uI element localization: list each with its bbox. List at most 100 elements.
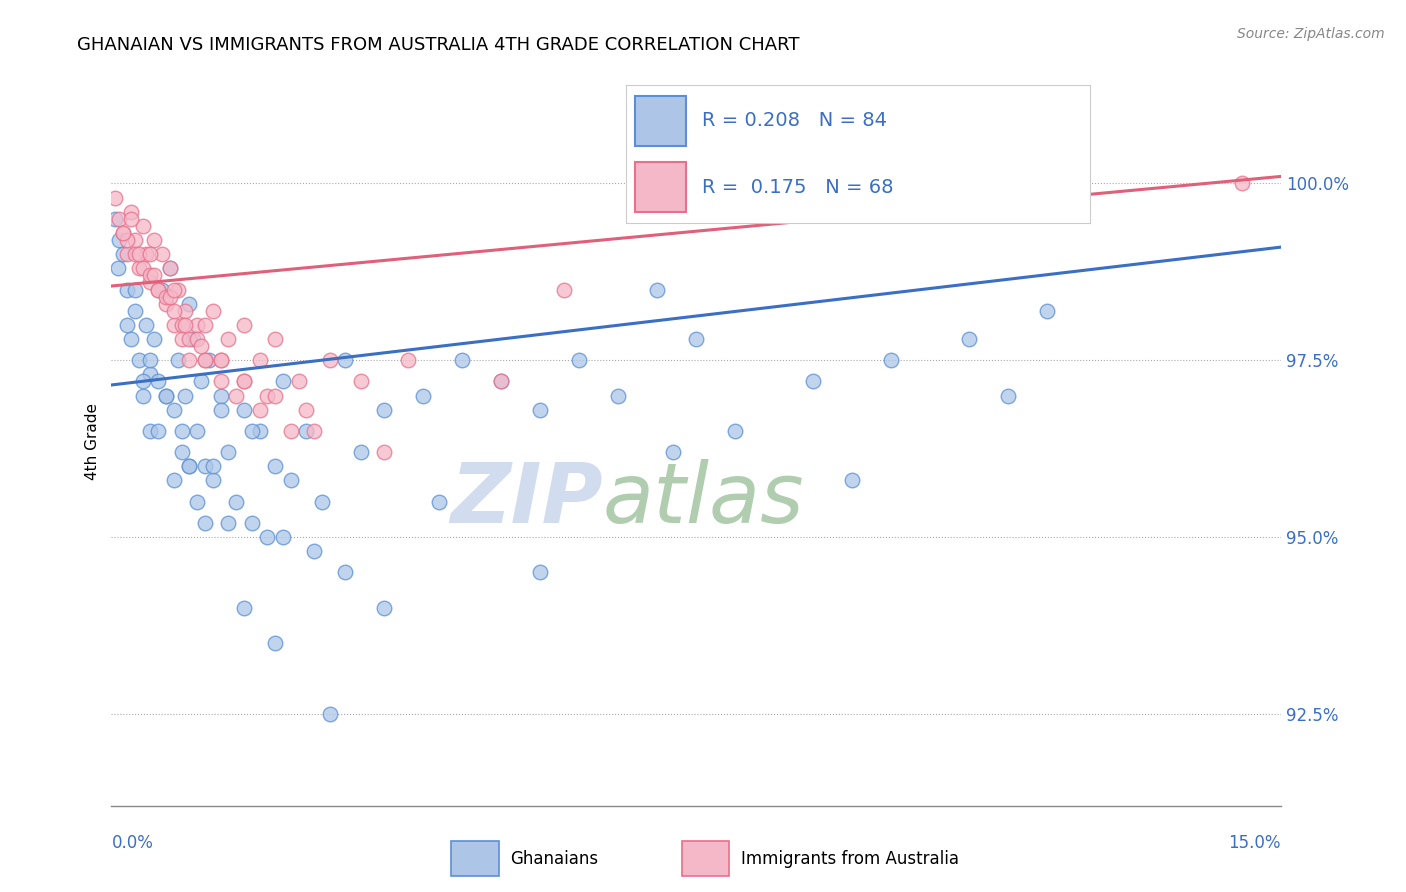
Point (170, 318, 193, 332)
Point (148, 375, 170, 389)
Text: R = 0.208   N = 84: R = 0.208 N = 84 (702, 112, 887, 130)
FancyBboxPatch shape (636, 95, 686, 145)
Point (233, 402, 256, 417)
Point (108, 233, 131, 247)
Point (155, 388, 177, 402)
Point (186, 494, 208, 508)
Point (880, 353, 903, 368)
Point (412, 388, 434, 402)
Point (271, 375, 294, 389)
Point (396, 353, 419, 368)
Point (249, 424, 271, 438)
Point (201, 474, 224, 488)
Point (170, 445, 193, 459)
Point (179, 459, 201, 474)
Point (124, 303, 146, 318)
Point (163, 303, 186, 318)
Point (163, 283, 186, 297)
Point (240, 424, 263, 438)
Point (190, 375, 212, 389)
Text: Immigrants from Australia: Immigrants from Australia (741, 849, 959, 868)
Point (264, 388, 287, 402)
Point (108, 211, 131, 226)
Point (115, 318, 138, 332)
Point (209, 375, 232, 389)
Point (163, 318, 186, 332)
Text: atlas: atlas (603, 459, 804, 541)
Point (194, 353, 217, 368)
Point (233, 375, 256, 389)
Point (264, 636, 287, 650)
Bar (682, 841, 728, 876)
Text: ZIP: ZIP (450, 459, 603, 541)
Point (174, 318, 197, 332)
Point (120, 211, 142, 226)
Text: 0.0%: 0.0% (111, 834, 153, 852)
Point (1036, 303, 1059, 318)
Point (280, 474, 302, 488)
Point (568, 353, 591, 368)
Point (302, 424, 325, 438)
Point (225, 388, 247, 402)
Point (120, 204, 142, 219)
Point (150, 283, 173, 297)
Point (179, 296, 201, 310)
Point (143, 268, 166, 283)
Point (287, 375, 309, 389)
Point (186, 332, 208, 346)
Point (427, 494, 450, 508)
Point (491, 375, 513, 389)
Point (179, 459, 201, 474)
Y-axis label: 4th Grade: 4th Grade (86, 403, 100, 480)
Point (553, 283, 575, 297)
Point (174, 303, 197, 318)
Point (295, 424, 318, 438)
Text: 15.0%: 15.0% (1229, 834, 1281, 852)
Text: R =  0.175   N = 68: R = 0.175 N = 68 (702, 178, 894, 196)
Point (319, 353, 342, 368)
Point (115, 283, 138, 297)
Point (166, 283, 188, 297)
Point (112, 226, 135, 240)
Point (198, 353, 221, 368)
FancyBboxPatch shape (636, 162, 686, 212)
Point (115, 247, 138, 261)
Point (271, 530, 294, 544)
Point (194, 318, 217, 332)
Point (801, 375, 824, 389)
Point (607, 388, 630, 402)
Point (179, 353, 201, 368)
Point (529, 402, 551, 417)
Point (135, 318, 157, 332)
Point (143, 233, 166, 247)
Point (159, 261, 181, 276)
Point (302, 544, 325, 558)
Point (135, 247, 157, 261)
Point (139, 353, 162, 368)
Point (155, 388, 177, 402)
Point (685, 332, 707, 346)
Text: Ghanaians: Ghanaians (510, 849, 599, 868)
Point (1230, 177, 1253, 191)
Point (139, 368, 162, 382)
Point (350, 375, 373, 389)
Point (645, 283, 668, 297)
Point (179, 332, 201, 346)
Text: Source: ZipAtlas.com: Source: ZipAtlas.com (1237, 27, 1385, 41)
Point (163, 402, 186, 417)
Point (957, 332, 980, 346)
Point (124, 247, 146, 261)
Point (217, 445, 239, 459)
Point (373, 402, 395, 417)
Point (124, 233, 146, 247)
Point (335, 353, 357, 368)
Point (128, 261, 150, 276)
Point (112, 226, 135, 240)
Point (159, 290, 181, 304)
Point (209, 353, 232, 368)
Point (170, 424, 193, 438)
Point (139, 424, 162, 438)
Point (256, 530, 278, 544)
Point (107, 261, 129, 276)
Point (131, 219, 153, 233)
